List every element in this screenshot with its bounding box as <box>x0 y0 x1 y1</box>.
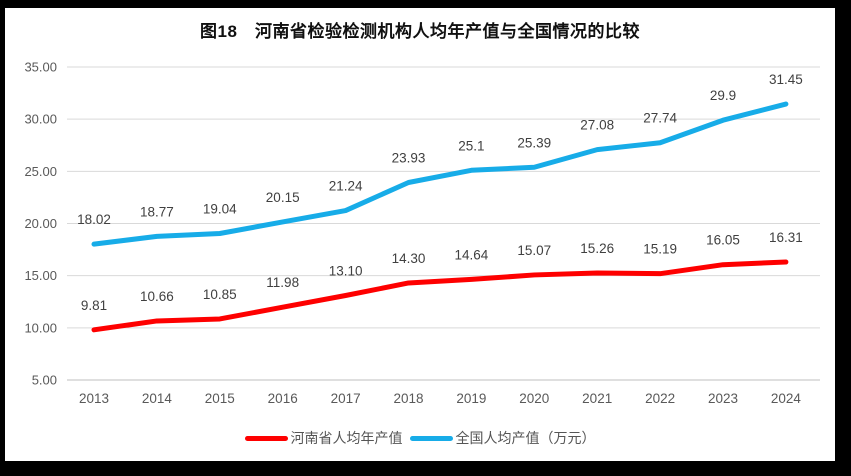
data-label-series-0: 15.07 <box>517 243 551 258</box>
y-tick-label: 35.00 <box>24 60 57 75</box>
series-line-1 <box>91 101 789 247</box>
data-label-series-1: 29.9 <box>710 88 736 103</box>
data-label-series-1: 27.74 <box>643 111 677 126</box>
data-label-series-1: 23.93 <box>392 150 426 165</box>
data-label-series-0: 13.10 <box>329 263 363 278</box>
legend-item-henan: 河南省人均年产值 <box>244 428 403 448</box>
data-label-series-0: 16.31 <box>769 230 803 245</box>
data-label-series-1: 20.15 <box>266 190 300 205</box>
data-label-series-0: 16.05 <box>706 233 740 248</box>
x-tick-label: 2020 <box>519 391 549 406</box>
chart-canvas: 图18 河南省检验检测机构人均年产值与全国情况的比较 5.00 10.00 15.0… <box>5 8 835 461</box>
x-tick-label: 2017 <box>331 391 361 406</box>
x-tick-label: 2022 <box>645 391 675 406</box>
data-label-series-0: 10.85 <box>203 287 237 302</box>
x-tick-label: 2018 <box>393 391 423 406</box>
chart-title: 图18 河南省检验检测机构人均年产值与全国情况的比较 <box>200 22 640 41</box>
y-tick-label: 20.00 <box>24 216 57 231</box>
series-line-0 <box>91 259 789 333</box>
data-label-series-1: 19.04 <box>203 202 237 217</box>
y-tick-label: 5.00 <box>32 373 57 388</box>
legend-item-national: 全国人均产值（万元） <box>409 428 596 448</box>
data-label-series-1: 18.02 <box>77 212 111 227</box>
data-label-series-1: 31.45 <box>769 72 803 87</box>
data-label-series-1: 27.08 <box>580 118 614 133</box>
x-tick-label: 2013 <box>79 391 109 406</box>
x-tick-label: 2023 <box>708 391 738 406</box>
data-label-series-1: 21.24 <box>329 179 363 194</box>
legend-swatch-henan-line <box>244 435 288 441</box>
x-tick-label: 2014 <box>142 391 173 406</box>
x-tick-label: 2016 <box>268 391 298 406</box>
data-label-series-1: 25.39 <box>517 135 551 150</box>
line-chart-plot: 5.00 10.00 15.00 20.00 25.00 30.00 35.00 2013 20… <box>24 60 820 406</box>
legend-label-henan: 河南省人均年产值 <box>290 430 403 446</box>
x-tick-label: 2021 <box>582 391 612 406</box>
chart-legend: 河南省人均年产值 全国人均产值（万元） <box>5 428 835 448</box>
data-label-series-1: 18.77 <box>140 204 174 219</box>
data-label-series-0: 11.98 <box>266 275 299 290</box>
y-tick-label: 30.00 <box>24 112 57 127</box>
data-label-series-1: 25.1 <box>458 138 484 153</box>
y-tick-label: 25.00 <box>24 164 57 179</box>
data-label-series-0: 10.66 <box>140 289 174 304</box>
data-label-series-0: 15.26 <box>580 241 614 256</box>
y-tick-label: 10.00 <box>24 320 57 335</box>
data-label-series-0: 14.64 <box>455 247 489 262</box>
x-tick-label: 2019 <box>456 391 486 406</box>
legend-label-national: 全国人均产值（万元） <box>455 430 596 446</box>
data-label-series-0: 15.19 <box>643 242 677 257</box>
data-label-series-0: 9.81 <box>81 298 107 313</box>
x-tick-label: 2024 <box>771 391 802 406</box>
x-tick-label: 2015 <box>205 391 235 406</box>
legend-swatch-national-line <box>409 435 453 441</box>
y-tick-label: 15.00 <box>24 268 57 283</box>
data-label-series-0: 14.30 <box>392 251 426 266</box>
